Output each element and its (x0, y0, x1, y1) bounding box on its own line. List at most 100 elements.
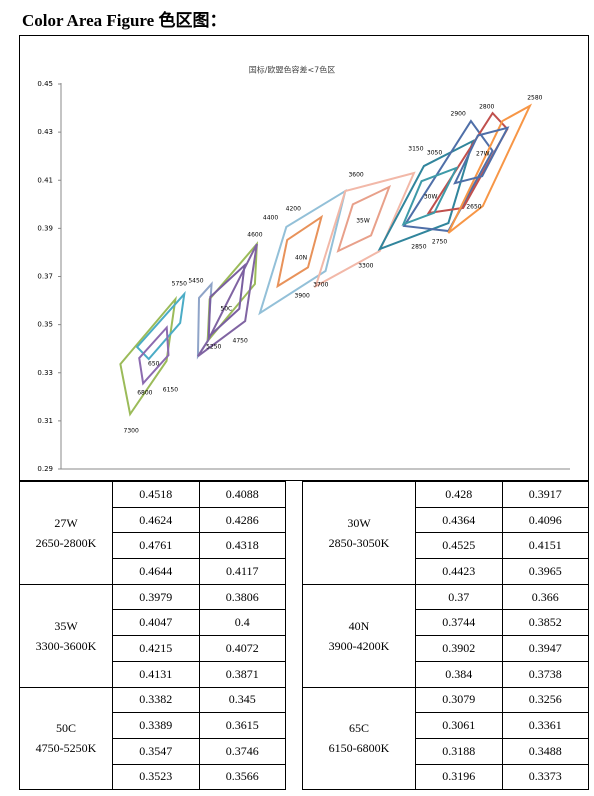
y-tick-label: 0.35 (37, 321, 53, 329)
group-range: 6150-6800K (328, 741, 390, 756)
chart-frame: 国标/欧盟色容差<7色区 0.29 0.31 0.33 0.35 0.37 0.39 0.4… (19, 35, 589, 481)
y-value: 0.4072 (198, 635, 286, 662)
area-label: 40N (295, 254, 307, 261)
group-cell: 50C 4750-5250K (19, 686, 113, 791)
table-row: 0.4131 0.3871 0.384 0.3738 (20, 660, 589, 688)
group-name: 35W (54, 618, 78, 633)
x-value: 0.4364 (415, 506, 503, 534)
y-value: 0.3806 (198, 583, 286, 611)
x-value: 0.4624 (112, 506, 200, 534)
x-value: 0.3902 (415, 635, 503, 662)
group-cell: 27W 2650-2800K (19, 481, 113, 585)
area-label: 2800 (479, 104, 494, 111)
spacer (285, 687, 303, 790)
y-value: 0.3947 (501, 635, 589, 662)
y-value: 0.4151 (501, 532, 589, 560)
x-value: 0.4131 (112, 660, 200, 688)
bin-outline (377, 139, 475, 251)
y-value: 0.366 (501, 583, 589, 611)
area-label: 27W (476, 151, 490, 158)
table-row: 35W 3300-3600K 0.3979 0.3806 40N 3900-4200K 0.… (19, 583, 589, 688)
x-value: 0.4047 (112, 609, 200, 637)
group-area (207, 262, 246, 340)
table-row: 0.3547 0.3746 0.3188 0.3488 (20, 737, 589, 765)
y-value: 0.4088 (198, 481, 286, 508)
area-label: 5750 (172, 280, 187, 287)
area-label: 650 (148, 361, 160, 368)
group-range: 4750-5250K (35, 741, 97, 756)
group-name: 65C (348, 721, 369, 736)
x-value: 0.3196 (415, 763, 503, 791)
y-tick-label: 0.41 (37, 176, 53, 184)
y-value: 0.4318 (198, 532, 286, 560)
area-label: 3300 (358, 262, 373, 269)
spacer (285, 584, 303, 687)
y-tick-label: 0.37 (37, 273, 53, 281)
area-label: 2580 (527, 94, 542, 101)
group-cell: 65C 6150-6800K (302, 686, 416, 791)
bin-outline (402, 119, 494, 233)
group-area (276, 214, 324, 289)
group-range: 2850-3050K (328, 535, 390, 550)
area-label: 2850 (411, 243, 426, 250)
group-area (453, 126, 510, 185)
x-value: 0.3547 (112, 737, 200, 765)
x-value: 0.384 (415, 660, 503, 688)
chart-title: 国标/欧盟色容差<7色区 (249, 65, 336, 75)
group-name: 40N (348, 618, 370, 633)
area-label: 4200 (286, 206, 301, 213)
y-value: 0.345 (198, 686, 286, 714)
group-range: 2650-2800K (35, 535, 97, 550)
group-cell: 30W 2850-3050K (302, 481, 416, 585)
y-tick-label: 0.33 (37, 369, 53, 377)
x-value: 0.3079 (415, 686, 503, 714)
group-cell: 35W 3300-3600K (19, 583, 113, 688)
area-label: 3150 (408, 145, 423, 152)
group-area (401, 166, 459, 227)
area-label: 50C (220, 305, 232, 312)
area-label: 6150 (163, 387, 178, 394)
y-value: 0.4117 (198, 558, 286, 585)
table-row: 0.4644 0.4117 0.4423 0.3965 (20, 558, 589, 585)
group-area (336, 185, 392, 253)
group-name: 50C (55, 721, 76, 736)
y-value: 0.4286 (198, 506, 286, 534)
y-tick-label: 0.31 (37, 417, 53, 425)
y-value: 0.3852 (501, 609, 589, 637)
area-label: 6800 (137, 389, 152, 396)
x-value: 0.4215 (112, 635, 200, 662)
x-value: 0.428 (415, 481, 503, 508)
group-range: 3900-4200K (328, 638, 390, 653)
area-label: 2650 (466, 203, 481, 210)
area-label: 4750 (233, 337, 248, 344)
table-row: 27W 2650-2800K 0.4518 0.4088 30W 2850-3050K 0.… (19, 481, 589, 585)
x-value: 0.3061 (415, 712, 503, 739)
chart: 国标/欧盟色容差<7色区 0.29 0.31 0.33 0.35 0.37 0.39 0.4… (37, 65, 570, 473)
y-tick-label: 0.45 (37, 80, 53, 88)
x-value: 0.4761 (112, 532, 200, 560)
y-tick-label: 0.29 (37, 465, 53, 473)
y-tick-label: 0.43 (37, 128, 53, 136)
table-row: 0.4761 0.4318 0.4525 0.4151 (20, 532, 589, 560)
area-label: 4400 (263, 215, 278, 222)
y-value: 0.3361 (501, 712, 589, 739)
bin-outline (447, 103, 533, 234)
area-label: 4600 (247, 232, 262, 239)
area-label: 3700 (313, 281, 328, 288)
y-value: 0.3871 (198, 660, 286, 688)
group-range: 3300-3600K (35, 638, 97, 653)
bin-outline (314, 171, 416, 289)
bin-outline (135, 290, 186, 361)
x-value: 0.4518 (112, 481, 200, 508)
y-value: 0.4 (198, 609, 286, 637)
area-label: 7300 (124, 427, 139, 434)
x-value: 0.3523 (112, 763, 200, 791)
x-value: 0.37 (415, 583, 503, 611)
area-label: 2900 (451, 111, 466, 118)
heading: Color Area Figure 色区图： (22, 11, 227, 30)
y-value: 0.3373 (501, 763, 589, 791)
data-table: 27W 2650-2800K 0.4518 0.4088 30W 2850-3050K 0.… (19, 481, 589, 791)
table-row: 0.3523 0.3566 0.3196 0.3373 (20, 763, 589, 791)
group-name: 30W (347, 515, 371, 530)
